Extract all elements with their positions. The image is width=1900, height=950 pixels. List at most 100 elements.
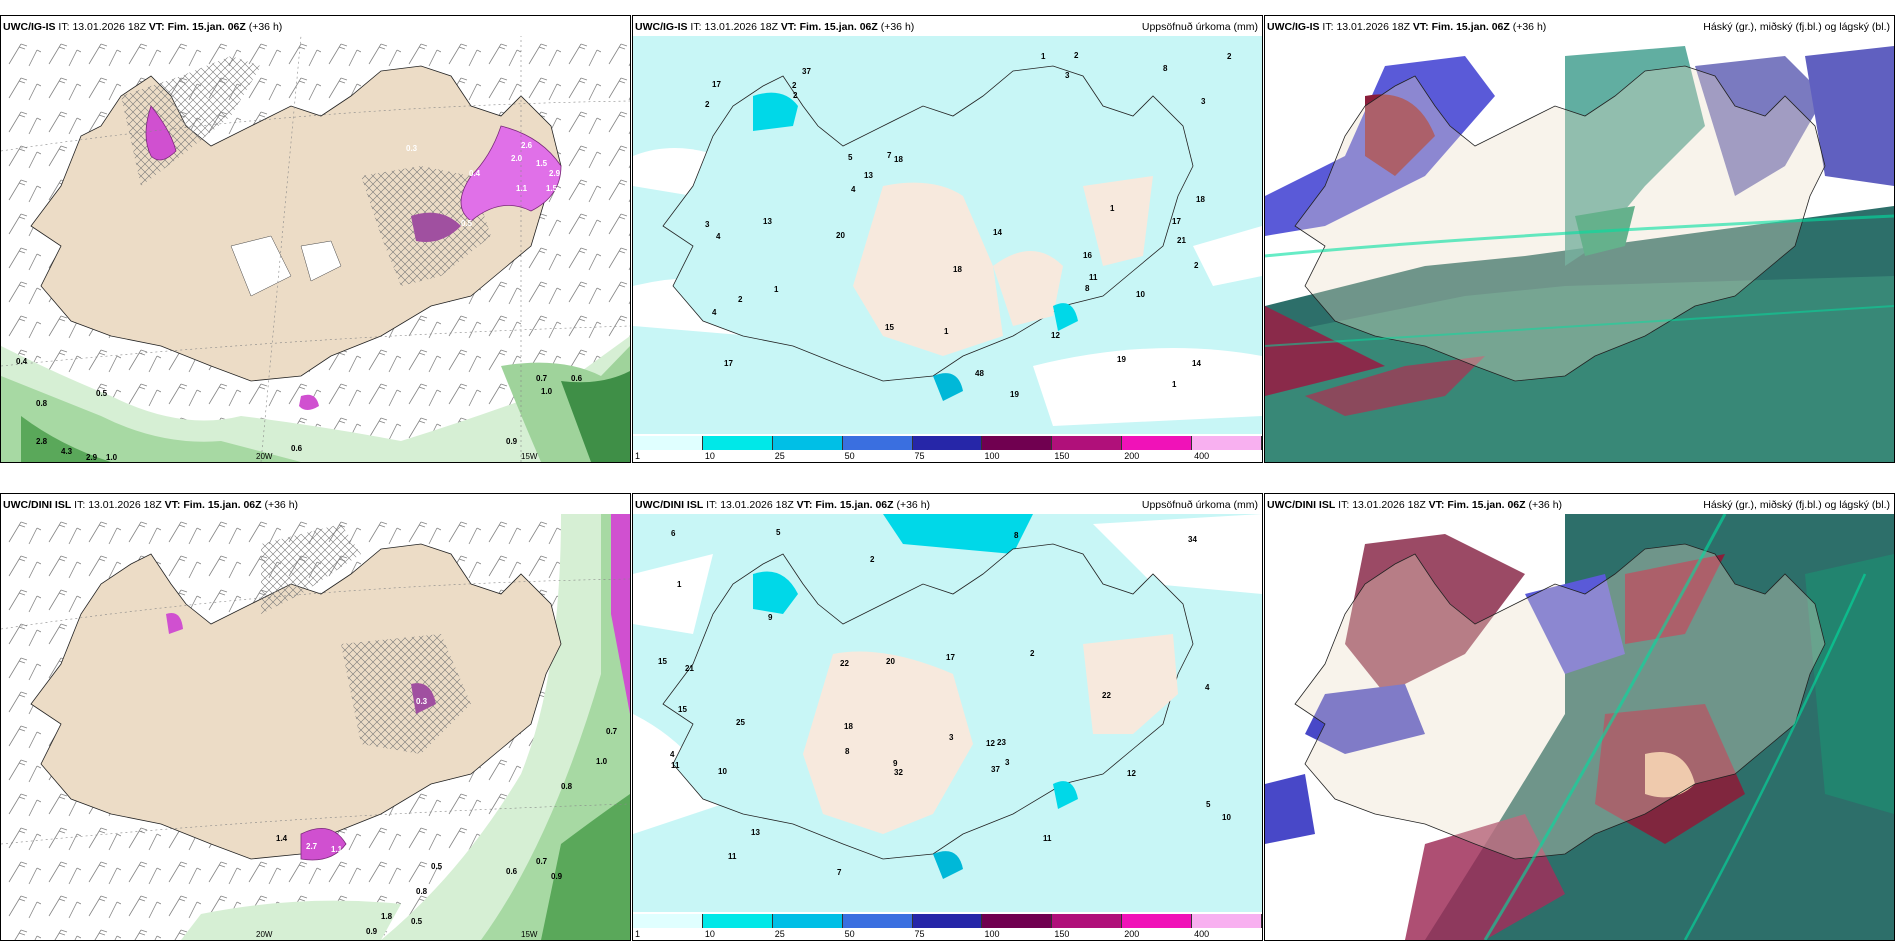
precip-colorbar: 1 10 25 50 75 100 150 200 400 bbox=[633, 912, 1262, 940]
precip-value-label: 18 bbox=[953, 265, 962, 274]
snow-value-label: 1.0 bbox=[106, 453, 118, 462]
colorbar-tick: 75 bbox=[914, 929, 925, 939]
panel-header: UWC/IG-IS IT: 13.01.2026 18Z VT: Fim. 15… bbox=[635, 21, 914, 33]
it-label: IT: bbox=[1338, 499, 1350, 511]
precip-value-label: 23 bbox=[997, 738, 1006, 747]
precip-value-label: 17 bbox=[946, 653, 955, 662]
precip-value-label: 13 bbox=[763, 217, 772, 226]
precip-value-label: 2 bbox=[1030, 649, 1035, 658]
lead-time: (+36 h) bbox=[880, 21, 915, 33]
precip-value-label: 6 bbox=[671, 529, 676, 538]
init-time: 13.01.2026 18Z bbox=[72, 21, 146, 33]
snow-value-label: 2.0 bbox=[511, 154, 523, 163]
snow-value-label: 1.5 bbox=[536, 159, 548, 168]
map-panel-precip-igis: UWC/IG-IS IT: 13.01.2026 18Z VT: Fim. 15… bbox=[632, 15, 1263, 463]
snow-value-label: 0.5 bbox=[461, 219, 473, 228]
precip-value-label: 1 bbox=[677, 580, 682, 589]
precip-value-label: 4 bbox=[1205, 683, 1210, 692]
colorbar-tick: 400 bbox=[1194, 451, 1210, 461]
colorbar-tick: 1 bbox=[635, 929, 641, 939]
vt-label: VT: bbox=[780, 21, 797, 33]
precip-value-label: 3 bbox=[705, 220, 710, 229]
precip-value-label: 3 bbox=[1005, 758, 1010, 767]
colorbar-segment bbox=[1192, 436, 1262, 450]
colorbar-segment bbox=[982, 436, 1053, 450]
precip-value-label: 9 bbox=[893, 759, 898, 768]
snow-value-label: 1.1 bbox=[331, 845, 343, 854]
precip-values: 3213437182022232217131510912521179412321… bbox=[658, 528, 1231, 877]
it-label: IT: bbox=[690, 21, 702, 33]
panel-title: Uppsöfnuð úrkoma (mm) bbox=[1141, 21, 1258, 33]
snow-value-label: 0.5 bbox=[411, 917, 423, 926]
colorbar-tick: 100 bbox=[984, 929, 1000, 939]
precip-value-label: 17 bbox=[712, 80, 721, 89]
colorbar-segment bbox=[702, 914, 773, 928]
map-panel-precip-dini: UWC/DINI ISL IT: 13.01.2026 18Z VT: Fim.… bbox=[632, 493, 1263, 941]
precip-value-label: 37 bbox=[802, 67, 811, 76]
panel-header: UWC/DINI ISL IT: 13.01.2026 18Z VT: Fim.… bbox=[3, 499, 298, 511]
precip-value-label: 2 bbox=[1074, 51, 1079, 60]
snow-value-label: 2.7 bbox=[306, 842, 318, 851]
precip-value-label: 4 bbox=[712, 308, 717, 317]
vt-label: VT: bbox=[148, 21, 165, 33]
valid-time: Fim. 15.jan. 06Z bbox=[1431, 21, 1510, 33]
precip-value-label: 1 bbox=[1110, 204, 1115, 213]
precip-value-label: 22 bbox=[840, 659, 849, 668]
precip-value-label: 7 bbox=[887, 151, 892, 160]
precip-value-label: 1 bbox=[944, 327, 949, 336]
precip-value-label: 2 bbox=[1194, 261, 1199, 270]
precip-value-label: 12 bbox=[1127, 769, 1136, 778]
precip-value-label: 19 bbox=[1117, 355, 1126, 364]
snow-values: 2.0 2.6 1.5 0.3 0.5 0.4 1.1 2.9 1.5 bbox=[406, 141, 561, 228]
colorbar-segment bbox=[1052, 914, 1123, 928]
model-name: UWC/IG-IS bbox=[635, 21, 688, 33]
colorbar-segment bbox=[772, 436, 843, 450]
vt-label: VT: bbox=[164, 499, 181, 511]
precip-value-label: 15 bbox=[678, 705, 687, 714]
init-time: 13.01.2026 18Z bbox=[1352, 499, 1426, 511]
colorbar-tick: 200 bbox=[1124, 929, 1140, 939]
precip-value-label: 5 bbox=[1206, 800, 1211, 809]
init-time: 13.01.2026 18Z bbox=[720, 499, 794, 511]
snow-wind-map: 2.0 2.6 1.5 0.3 0.5 0.4 1.1 2.9 1.5 0.8 … bbox=[1, 36, 630, 462]
init-time: 13.01.2026 18Z bbox=[1336, 21, 1410, 33]
precip-value-label: 13 bbox=[751, 828, 760, 837]
snow-value-label: 0.5 bbox=[96, 389, 108, 398]
clouds-map bbox=[1265, 514, 1894, 940]
snow-value-label: 0.7 bbox=[536, 857, 548, 866]
precip-value-label: 1 bbox=[774, 285, 779, 294]
precip-value-label: 25 bbox=[736, 718, 745, 727]
snow-value-label: 0.8 bbox=[416, 887, 428, 896]
precip-value-label: 2 bbox=[1227, 52, 1232, 61]
lon-label: 15W bbox=[521, 452, 538, 461]
panel-header: UWC/IG-IS IT: 13.01.2026 18Z VT: Fim. 15… bbox=[3, 21, 282, 33]
snow-value-label: 2.9 bbox=[549, 169, 561, 178]
precip-value-label: 34 bbox=[1188, 535, 1197, 544]
colorbar-tick: 75 bbox=[914, 451, 925, 461]
precip-value-label: 2 bbox=[792, 81, 797, 90]
snow-value-label: 0.9 bbox=[551, 872, 563, 881]
precip-value-label: 18 bbox=[894, 155, 903, 164]
lon-label: 15W bbox=[521, 930, 538, 939]
clouds-map bbox=[1265, 36, 1894, 462]
colorbar-tick: 50 bbox=[844, 451, 855, 461]
precip-value-label: 11 bbox=[671, 761, 680, 770]
colorbar-tick: 150 bbox=[1054, 929, 1070, 939]
lead-time: (+36 h) bbox=[896, 499, 931, 511]
snow-value-label: 0.4 bbox=[469, 169, 481, 178]
precip-value-label: 14 bbox=[993, 228, 1002, 237]
panel-header: UWC/IG-IS IT: 13.01.2026 18Z VT: Fim. 15… bbox=[1267, 21, 1546, 33]
iceland-landmass bbox=[1294, 543, 1826, 860]
precip-value-label: 8 bbox=[1014, 531, 1019, 540]
snow-value-label: 2.8 bbox=[36, 437, 48, 446]
model-name: UWC/DINI ISL bbox=[635, 499, 704, 511]
precip-value-label: 20 bbox=[836, 231, 845, 240]
snow-value-label: 0.4 bbox=[16, 357, 28, 366]
precip-value-label: 3 bbox=[1065, 71, 1070, 80]
valid-time: Fim. 15.jan. 06Z bbox=[799, 21, 878, 33]
precip-colorbar: 1 10 25 50 75 100 150 200 400 bbox=[633, 434, 1262, 462]
colorbar-segment bbox=[633, 436, 703, 450]
colorbar-segment bbox=[912, 436, 983, 450]
precip-value-label: 21 bbox=[1177, 236, 1186, 245]
precip-value-label: 8 bbox=[845, 747, 850, 756]
